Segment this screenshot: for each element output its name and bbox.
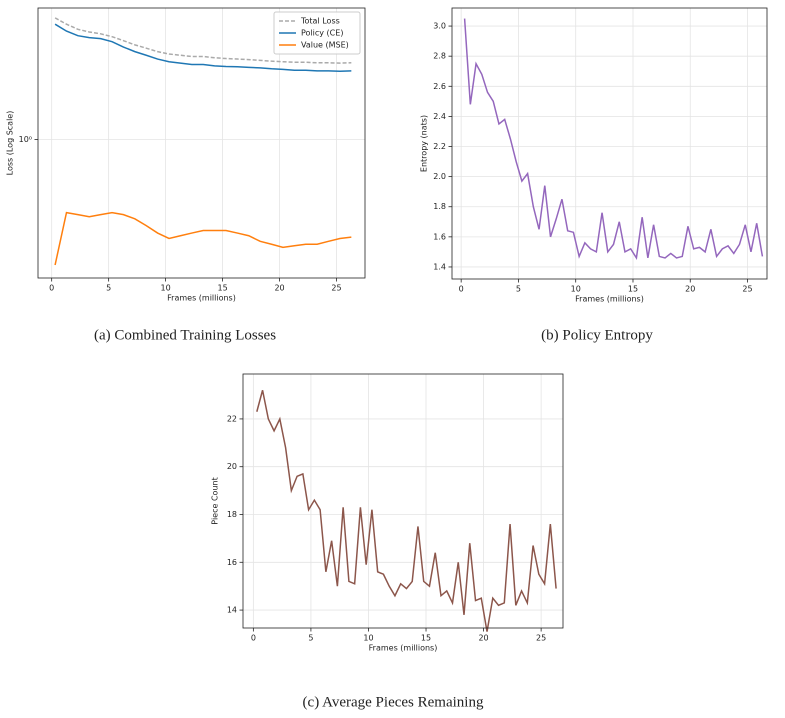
x-tick-label: 0	[459, 285, 464, 294]
y-tick-label: 1.6	[433, 232, 446, 241]
caption: (a) Combined Training Losses	[94, 327, 276, 343]
y-tick-label: 18	[227, 510, 237, 519]
y-tick-label: 2.4	[433, 112, 446, 121]
y-tick-label: 2.0	[433, 172, 446, 181]
x-tick-label: 20	[685, 285, 695, 294]
y-tick-label: 2.2	[433, 142, 446, 151]
data-line	[54, 17, 352, 64]
y-tick-label: 22	[227, 414, 237, 423]
x-tick-label: 10	[161, 284, 171, 293]
legend-label: Total Loss	[300, 17, 340, 26]
data-line	[256, 390, 557, 632]
plot-frame	[242, 373, 564, 629]
x-tick-label: 5	[516, 285, 521, 294]
x-tick-label: 25	[331, 284, 341, 293]
x-tick-label: 10	[571, 285, 581, 294]
caption: (c) Average Pieces Remaining	[303, 694, 484, 710]
x-tick-label: 25	[536, 634, 546, 643]
plot-frame	[451, 7, 768, 280]
x-tick-label: 20	[478, 634, 488, 643]
x-tick-label: 15	[421, 634, 431, 643]
x-axis-label: Frames (millions)	[167, 294, 236, 303]
y-tick-label: 14	[227, 606, 237, 615]
legend-label: Policy (CE)	[301, 29, 343, 38]
y-tick-label: 3.0	[433, 22, 446, 31]
x-tick-label: 15	[217, 284, 227, 293]
x-tick-label: 5	[308, 634, 313, 643]
x-tick-label: 25	[742, 285, 752, 294]
plot-frame	[37, 7, 366, 279]
x-tick-label: 15	[628, 285, 638, 294]
x-tick-label: 5	[106, 284, 111, 293]
x-axis-label: Frames (millions)	[575, 295, 644, 304]
x-tick-label: 0	[251, 634, 256, 643]
legend-box	[273, 11, 361, 55]
y-tick-label: 1.8	[433, 202, 446, 211]
caption: (b) Policy Entropy	[541, 327, 653, 343]
y-axis-label: Piece Count	[211, 477, 220, 524]
legend-label: Value (MSE)	[301, 41, 349, 50]
y-axis-label: Loss (Log Scale)	[6, 111, 15, 176]
y-tick-label: 2.8	[433, 52, 446, 61]
y-tick-label: 20	[227, 462, 237, 471]
y-tick-label: 16	[227, 558, 237, 567]
data-line	[463, 18, 764, 261]
y-tick-label: 2.6	[433, 82, 446, 91]
y-tick-label: 1.4	[433, 262, 446, 271]
y-tick-label: 10⁰	[19, 135, 32, 144]
x-axis-label: Frames (millions)	[369, 644, 438, 653]
x-tick-label: 20	[274, 284, 284, 293]
data-line	[54, 211, 352, 266]
x-tick-label: 10	[363, 634, 373, 643]
x-tick-label: 0	[49, 284, 54, 293]
data-line	[54, 23, 352, 72]
y-axis-label: Entropy (nats)	[420, 115, 429, 172]
